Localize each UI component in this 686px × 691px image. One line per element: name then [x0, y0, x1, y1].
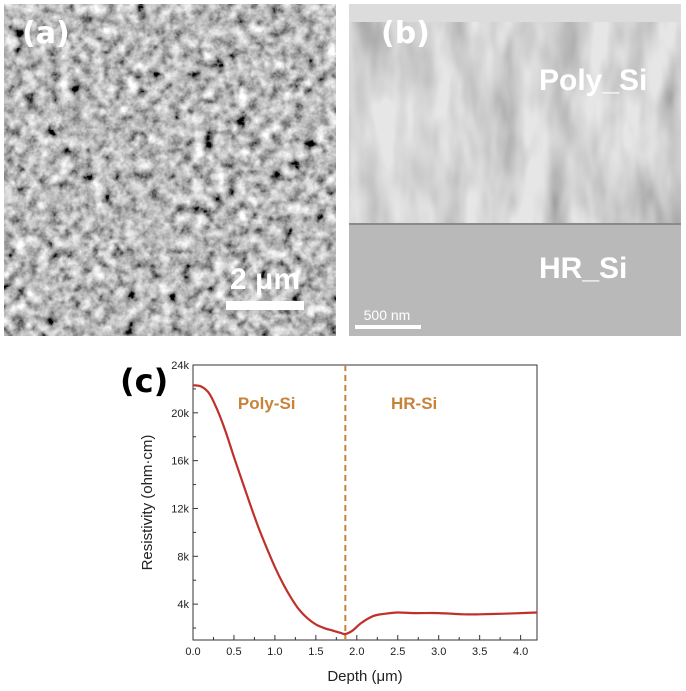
- y-tick-label: 4k: [177, 599, 189, 611]
- x-tick-label: 1.5: [308, 646, 323, 658]
- y-axis-label: Resistivity (ohm·cm): [139, 435, 156, 571]
- x-tick-label: 1.0: [267, 646, 282, 658]
- y-tick-label: 20k: [171, 408, 189, 420]
- poly-si-layer-label: Poly_Si: [539, 64, 647, 97]
- x-tick-label: 3.0: [431, 646, 446, 658]
- plot-frame: [192, 364, 538, 641]
- scalebar-a: [226, 301, 304, 310]
- x-tick-label: 0.0: [185, 646, 200, 658]
- y-tick-label: 24k: [171, 360, 189, 372]
- region-label-hr-si: HR-Si: [391, 394, 437, 413]
- tem-cross-section-image: 500 nm Poly_Si HR_Si (b): [349, 4, 681, 336]
- sem-grain-texture: 2 μm: [4, 4, 336, 336]
- y-tick-label: 8k: [177, 551, 189, 563]
- x-tick-label: 0.5: [226, 646, 241, 658]
- tem-layers: 500 nm Poly_Si HR_Si: [349, 4, 681, 336]
- scalebar-b: [355, 325, 421, 329]
- scalebar-a-label: 2 μm: [230, 263, 300, 296]
- x-tick-label: 2.0: [349, 646, 364, 658]
- scalebar-b-label: 500 nm: [364, 307, 411, 323]
- panel-a-label: (a): [22, 16, 70, 51]
- panel-b-label: (b): [381, 16, 430, 51]
- x-tick-label: 3.5: [472, 646, 487, 658]
- region-label-poly-si: Poly-Si: [238, 394, 296, 413]
- panel-c-label: (c): [120, 362, 169, 400]
- hr-si-layer-label: HR_Si: [539, 252, 627, 285]
- sem-surface-image: 2 μm (a): [4, 4, 336, 336]
- x-tick-label: 2.5: [390, 646, 405, 658]
- y-tick-label: 16k: [171, 456, 189, 468]
- x-axis-label: Depth (μm): [327, 668, 402, 685]
- resistivity-series-line: [192, 384, 538, 636]
- y-tick-label: 12k: [171, 503, 189, 515]
- x-tick-label: 4.0: [513, 646, 528, 658]
